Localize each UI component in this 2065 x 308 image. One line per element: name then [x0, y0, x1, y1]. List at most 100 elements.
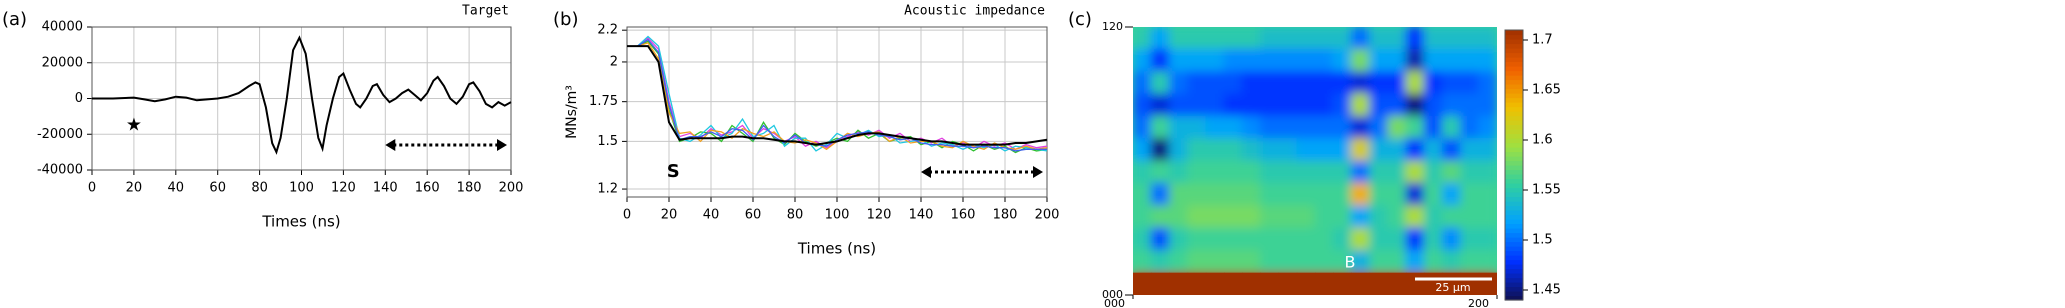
y-tick-label: 1.5: [597, 134, 618, 149]
x-tick-label: 80: [787, 208, 804, 223]
heatmap-cell: [1314, 71, 1334, 95]
heatmap-cell: [1423, 27, 1443, 50]
colorbar-step: [1505, 192, 1523, 198]
heatmap-cell: [1332, 115, 1352, 140]
heatmap-cell: [1478, 115, 1497, 140]
colorbar-step: [1505, 174, 1523, 180]
heatmap-cell: [1241, 27, 1261, 50]
heatmap-cell: [1460, 227, 1480, 251]
colorbar-step: [1505, 178, 1523, 184]
heatmap-cell: [1478, 227, 1497, 251]
colorbar-step: [1505, 255, 1523, 261]
colorbar-step: [1505, 246, 1523, 252]
colorbar-step: [1505, 156, 1523, 162]
heatmap-cell: [1460, 160, 1480, 184]
heatmap-cell: [1150, 205, 1170, 229]
colorbar-step: [1505, 259, 1523, 265]
heatmap-cell: [1296, 138, 1316, 162]
heatmap-cell: [1296, 182, 1316, 207]
data-line: [627, 40, 1048, 154]
heatmap-cell: [1350, 160, 1371, 184]
x-tick-label: 200: [1035, 208, 1060, 223]
heatmap-cell: [1423, 249, 1443, 274]
heatmap-cell: [1441, 249, 1462, 274]
heatmap-cell: [1369, 272, 1389, 295]
heatmap-cell: [1278, 138, 1298, 162]
heatmap-cell: [1441, 138, 1462, 162]
colorbar-step: [1505, 52, 1523, 58]
heatmap-cell: [1205, 249, 1225, 274]
colorbar-step: [1505, 219, 1523, 225]
heatmap-cell: [1405, 48, 1425, 73]
heatmap-cell: [1278, 227, 1298, 251]
heatmap-cell: [1187, 93, 1207, 117]
colorbar-step: [1505, 61, 1523, 67]
heatmap-cell: [1423, 227, 1443, 251]
x-tick-label: 140: [373, 181, 398, 196]
colorbar-step: [1505, 282, 1523, 288]
x-tick-label: 20: [661, 208, 678, 223]
colorbar-step: [1505, 232, 1523, 238]
x-tick-label: 20: [126, 181, 143, 196]
colorbar-tick-label: 1.6: [1532, 133, 1553, 148]
heatmap-cell: [1460, 138, 1480, 162]
heatmap-cell: [1187, 138, 1207, 162]
heatmap-cell: [1387, 138, 1407, 162]
x-tick-label: 000: [1104, 297, 1125, 308]
x-tick-label: 200: [499, 181, 524, 196]
heatmap-cell: [1259, 27, 1280, 50]
heatmap-cell: [1460, 27, 1480, 50]
heatmap-cell: [1133, 227, 1152, 251]
heatmap-cell: [1406, 272, 1425, 295]
heatmap-cell: [1423, 115, 1443, 140]
heatmap-cell: [1314, 182, 1334, 207]
x-tick-label: 100: [825, 208, 850, 223]
heatmap: [1133, 27, 1497, 295]
heatmap-cell: [1150, 93, 1170, 117]
heatmap-cell: [1260, 272, 1280, 295]
chart-title: Target: [462, 4, 509, 19]
heatmap-cell: [1369, 115, 1389, 140]
heatmap-cell: [1369, 71, 1389, 95]
heatmap-cell: [1187, 205, 1207, 229]
heatmap-cell: [1278, 93, 1298, 117]
heatmap-cell: [1478, 182, 1497, 207]
arrow-head: [921, 166, 1043, 178]
x-tick-label: 60: [745, 208, 762, 223]
heatmap-cell: [1332, 160, 1352, 184]
data-line: [627, 45, 1048, 146]
heatmap-cell: [1296, 249, 1316, 274]
heatmap-cell: [1168, 182, 1189, 207]
colorbar-step: [1505, 291, 1523, 297]
heatmap-cell: [1369, 205, 1389, 229]
heatmap-cell: [1314, 48, 1334, 73]
colorbar-frame: [1504, 29, 1524, 301]
colorbar-step: [1505, 223, 1523, 229]
heatmap-cell: [1314, 227, 1334, 251]
heatmap-cell: [1133, 27, 1152, 50]
heatmap-cell: [1350, 115, 1371, 140]
heatmap-cell: [1332, 205, 1352, 229]
colorbar-step: [1505, 120, 1523, 126]
heatmap-cell: [1350, 93, 1371, 117]
heatmap-cell: [1441, 182, 1462, 207]
heatmap-cell: [1205, 227, 1225, 251]
x-tick-label: 40: [703, 208, 720, 223]
colorbar-step: [1505, 187, 1523, 193]
plot-frame: [626, 26, 1048, 198]
heatmap-cell: [1205, 71, 1225, 95]
heatmap-cell: [1369, 138, 1389, 162]
heatmap-cell: [1133, 272, 1152, 295]
heatmap-cell: [1405, 249, 1425, 274]
x-tick-label: 140: [909, 208, 934, 223]
heatmap-cells: [1133, 27, 1497, 295]
y-tick-label: 20000: [42, 55, 83, 70]
panel-label: (c): [1068, 9, 1092, 30]
colorbar-step: [1505, 151, 1523, 157]
heatmap-cell: [1441, 227, 1462, 251]
colorbar-step: [1505, 115, 1523, 121]
heatmap-cell: [1423, 138, 1443, 162]
heatmap-cell: [1168, 205, 1189, 229]
colorbar-step: [1505, 43, 1523, 49]
